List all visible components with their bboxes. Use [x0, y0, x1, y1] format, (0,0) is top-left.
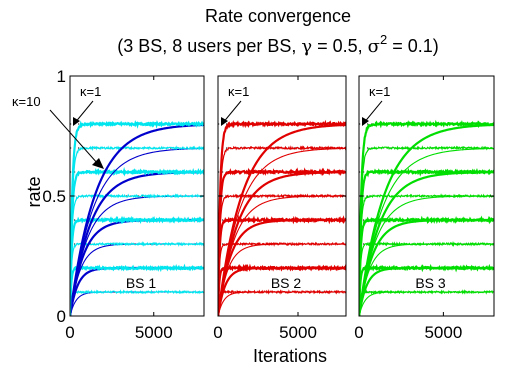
x-tick-label: 5000 — [279, 323, 317, 342]
series-kappa10-rate-0.1 — [70, 291, 204, 316]
y-axis-label: rate — [24, 176, 44, 207]
chart-title: Rate convergence — [205, 6, 351, 26]
sigma-value: = 0.1) — [387, 36, 439, 56]
series-kappa1-rate-0.7 — [218, 145, 346, 316]
series-kappa1-rate-0.5 — [218, 193, 346, 316]
x-tick-label: 0 — [65, 323, 74, 342]
x-tick-label: 0 — [213, 323, 222, 342]
panel-label: BS 1 — [126, 275, 157, 291]
y-tick-label: 1 — [57, 67, 66, 86]
series-kappa1-rate-0.1 — [359, 289, 494, 316]
series-kappa1-rate-0.5 — [70, 193, 204, 316]
kappa1-annotation: κ=1 — [228, 84, 249, 99]
kappa1-annotation: κ=1 — [369, 84, 390, 99]
series-kappa1-rate-0.6 — [70, 166, 204, 316]
series-kappa1-rate-0.1 — [70, 289, 204, 316]
series-kappa10-rate-0.1 — [359, 291, 494, 316]
series-kappa10-rate-0.8 — [218, 123, 346, 316]
panel-label: BS 2 — [271, 275, 302, 291]
kappa1-annotation: κ=1 — [80, 84, 101, 99]
x-tick-label: 5000 — [135, 323, 173, 342]
series-kappa1-rate-0.8 — [218, 119, 346, 316]
panel-2: 0 5000 BS 2 κ=1 — [213, 75, 347, 342]
panel-label: BS 3 — [415, 275, 446, 291]
panel-series-group — [218, 119, 346, 316]
kappa10-annotation: κ=10 — [12, 94, 41, 109]
series-kappa1-rate-0.8 — [359, 119, 494, 316]
panel-1: 0 5000 0 0.5 1 BS 1 κ=1 κ=10 — [12, 67, 205, 342]
x-tick-label: 0 — [354, 323, 363, 342]
gamma-symbol: γ — [301, 36, 312, 57]
y-tick-label: 0.5 — [42, 187, 66, 206]
kappa1-arrowhead — [221, 117, 228, 126]
chart-subtitle: (3 BS, 8 users per BS, γ = 0.5, σ2 = 0.1… — [117, 32, 438, 57]
kappa1-arrowhead — [73, 117, 80, 126]
kappa1-arrowhead — [362, 117, 369, 126]
series-kappa1-rate-0.6 — [359, 167, 494, 316]
kappa10-arrowhead — [92, 158, 104, 169]
subtitle-prefix: (3 BS, 8 users per BS, — [117, 36, 301, 56]
panel-series-group — [359, 119, 494, 316]
series-kappa10-rate-0.8 — [70, 123, 204, 316]
series-kappa1-rate-0.6 — [218, 167, 346, 316]
panel-series-group — [70, 120, 204, 316]
series-kappa1-rate-0.1 — [218, 289, 346, 316]
series-kappa10-rate-0.1 — [218, 291, 346, 316]
series-kappa1-rate-0.2 — [359, 263, 494, 316]
kappa10-arrow — [49, 109, 99, 165]
series-kappa10-rate-0.7 — [218, 147, 346, 316]
series-kappa1-rate-0.3 — [70, 241, 204, 316]
series-kappa1-rate-0.7 — [70, 145, 204, 316]
sigma-exponent: 2 — [380, 32, 387, 47]
series-kappa1-rate-0.3 — [218, 241, 346, 316]
x-axis-label: Iterations — [253, 346, 327, 366]
series-kappa1-rate-0.2 — [218, 263, 346, 316]
x-tick-label: 5000 — [424, 323, 462, 342]
series-kappa1-rate-0.5 — [359, 193, 494, 316]
y-tick-label: 0 — [57, 307, 66, 326]
sigma-symbol: σ — [368, 36, 380, 57]
gamma-value: = 0.5, — [312, 36, 368, 56]
series-kappa1-rate-0.8 — [70, 120, 204, 316]
series-kappa1-rate-0.7 — [359, 145, 494, 316]
series-kappa1-rate-0.3 — [359, 240, 494, 316]
panel-3: 0 5000 BS 3 κ=1 — [354, 75, 495, 342]
series-kappa10-rate-0.8 — [359, 123, 494, 316]
series-kappa1-rate-0.2 — [70, 263, 204, 316]
series-kappa10-rate-0.7 — [359, 147, 494, 316]
